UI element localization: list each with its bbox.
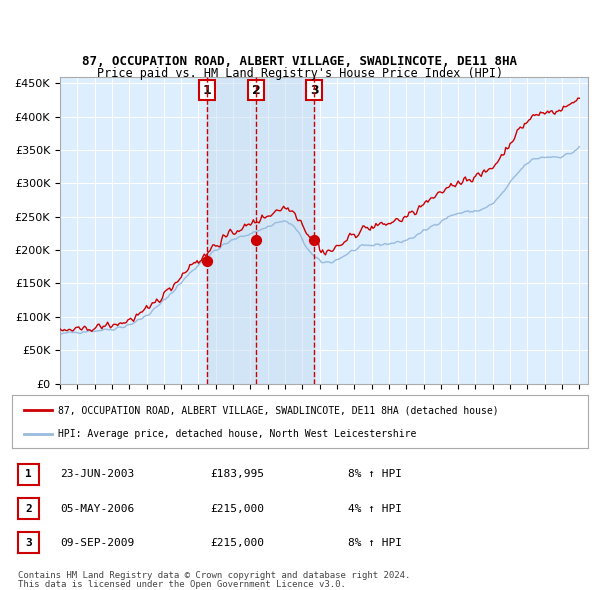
Text: 23-JUN-2003: 23-JUN-2003 — [60, 470, 134, 479]
Text: 05-MAY-2006: 05-MAY-2006 — [60, 504, 134, 513]
Text: 3: 3 — [25, 538, 32, 548]
Text: £215,000: £215,000 — [210, 504, 264, 513]
Text: 8% ↑ HPI: 8% ↑ HPI — [348, 470, 402, 479]
Text: 1: 1 — [25, 470, 32, 479]
Text: 1: 1 — [202, 84, 211, 97]
Text: 8% ↑ HPI: 8% ↑ HPI — [348, 538, 402, 548]
Text: 87, OCCUPATION ROAD, ALBERT VILLAGE, SWADLINCOTE, DE11 8HA: 87, OCCUPATION ROAD, ALBERT VILLAGE, SWA… — [83, 55, 517, 68]
Text: 4% ↑ HPI: 4% ↑ HPI — [348, 504, 402, 513]
Point — [202, 256, 211, 266]
Text: HPI: Average price, detached house, North West Leicestershire: HPI: Average price, detached house, Nort… — [58, 428, 416, 438]
Text: Contains HM Land Registry data © Crown copyright and database right 2024.: Contains HM Land Registry data © Crown c… — [18, 571, 410, 580]
Text: 09-SEP-2009: 09-SEP-2009 — [60, 538, 134, 548]
Text: £215,000: £215,000 — [210, 538, 264, 548]
Point — [251, 235, 261, 245]
Text: Price paid vs. HM Land Registry's House Price Index (HPI): Price paid vs. HM Land Registry's House … — [97, 67, 503, 80]
Text: £183,995: £183,995 — [210, 470, 264, 479]
Text: 2: 2 — [25, 504, 32, 513]
Point — [310, 235, 319, 245]
Text: 3: 3 — [310, 84, 319, 97]
Text: 87, OCCUPATION ROAD, ALBERT VILLAGE, SWADLINCOTE, DE11 8HA (detached house): 87, OCCUPATION ROAD, ALBERT VILLAGE, SWA… — [58, 405, 499, 415]
Bar — [206, 77, 314, 384]
Text: 2: 2 — [252, 84, 260, 97]
Text: This data is licensed under the Open Government Licence v3.0.: This data is licensed under the Open Gov… — [18, 579, 346, 589]
